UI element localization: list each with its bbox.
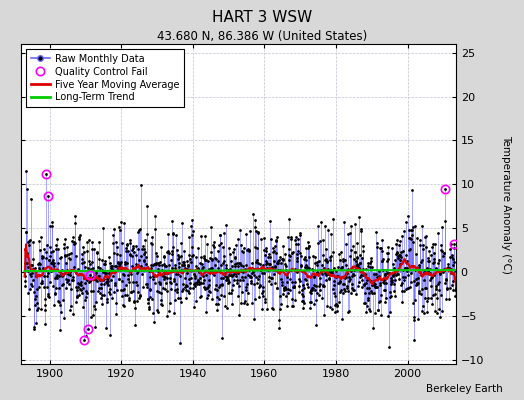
Text: 43.680 N, 86.386 W (United States): 43.680 N, 86.386 W (United States) (157, 30, 367, 43)
Text: HART 3 WSW: HART 3 WSW (212, 10, 312, 25)
Legend: Raw Monthly Data, Quality Control Fail, Five Year Moving Average, Long-Term Tren: Raw Monthly Data, Quality Control Fail, … (26, 49, 184, 107)
Text: Berkeley Earth: Berkeley Earth (427, 384, 503, 394)
Y-axis label: Temperature Anomaly (°C): Temperature Anomaly (°C) (501, 134, 511, 274)
